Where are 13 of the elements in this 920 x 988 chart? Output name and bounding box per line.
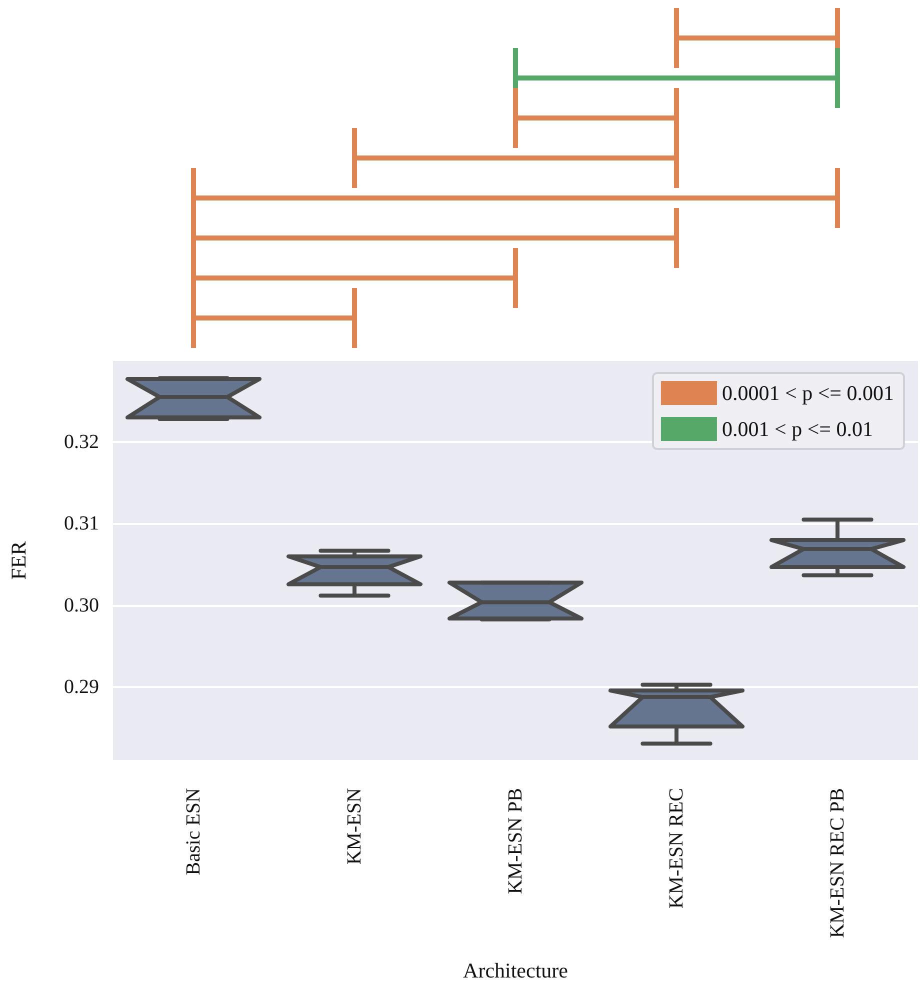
- y-axis-title: FER: [6, 541, 30, 580]
- y-tick-label: 0.30: [64, 594, 99, 616]
- x-tick-label: KM-ESN REC PB: [826, 788, 848, 938]
- x-tick-label: KM-ESN REC: [666, 788, 688, 909]
- x-tick-label: Basic ESN: [182, 788, 204, 876]
- legend-label: 0.0001 < p <= 0.001: [722, 381, 894, 405]
- x-tick-label: KM-ESN: [344, 788, 366, 865]
- x-axis-title: Architecture: [463, 958, 568, 982]
- y-tick-label: 0.32: [64, 430, 99, 453]
- legend-label: 0.001 < p <= 0.01: [722, 417, 873, 441]
- x-tick-label: KM-ESN PB: [504, 788, 526, 894]
- y-tick-label: 0.31: [64, 512, 99, 535]
- y-tick-label: 0.29: [64, 676, 99, 698]
